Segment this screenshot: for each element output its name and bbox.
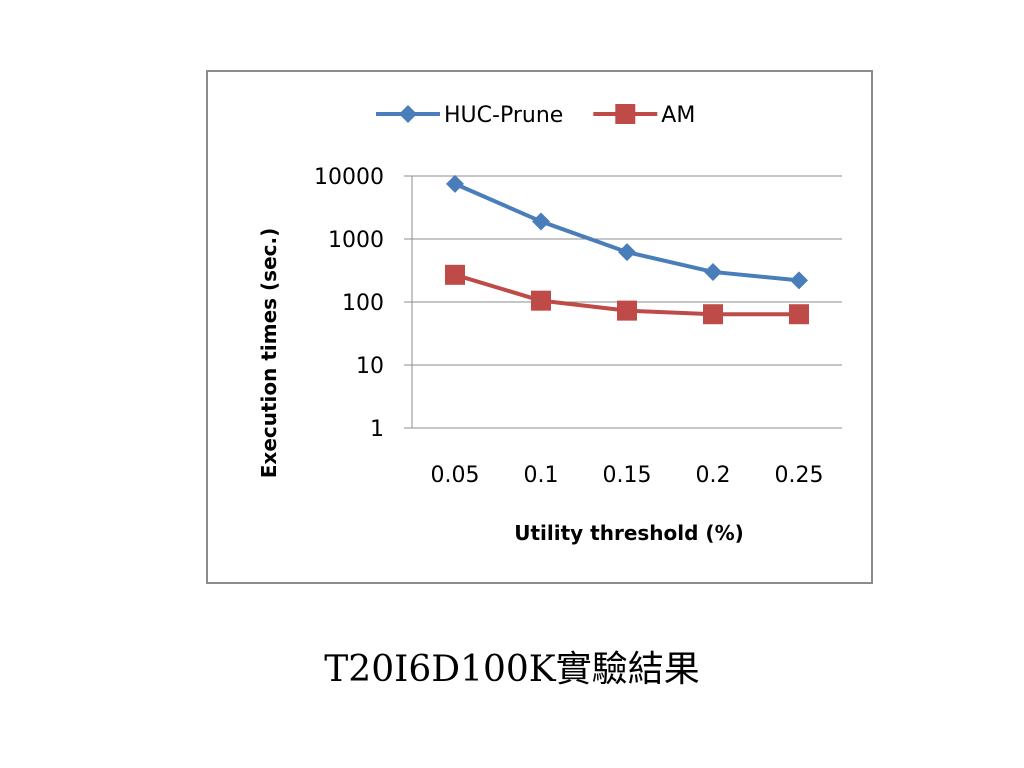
y-tick-label: 10000 (314, 165, 384, 190)
chart-frame: 1 10 100 1000 10000 0.05 0.1 0.15 0.2 0.25 HUC-Pr… (206, 70, 873, 584)
x-tick-label: 0.25 (775, 463, 824, 488)
slide-caption: T20I6D100K實驗結果 (324, 649, 700, 690)
data-point (532, 212, 550, 231)
data-point (703, 304, 723, 325)
series-line-1 (454, 182, 800, 283)
y-tick-label: 1000 (328, 228, 384, 253)
data-point (704, 262, 722, 281)
x-axis-title: Utility threshold (%) (514, 521, 744, 545)
legend-label: AM (661, 103, 695, 128)
legend-marker (615, 104, 636, 124)
y-tick-label: 10 (356, 354, 384, 379)
x-tick-label: 0.05 (431, 463, 480, 488)
data-point (446, 174, 464, 193)
data-point (617, 300, 637, 321)
legend-marker (399, 105, 417, 123)
data-point (790, 271, 808, 290)
data-point (618, 243, 636, 262)
x-tick-label: 0.15 (603, 463, 652, 488)
data-point (789, 304, 809, 325)
line-chart: 1 10 100 1000 10000 0.05 0.1 0.15 0.2 0.25 HUC-Pr… (257, 103, 842, 545)
y-axis-title: Execution times (sec.) (257, 228, 281, 478)
data-point (531, 290, 551, 311)
x-tick-label: 0.1 (524, 463, 559, 488)
y-tick-label: 100 (342, 291, 384, 316)
legend-label: HUC-Prune (444, 103, 563, 128)
x-tick-label: 0.2 (696, 463, 731, 488)
y-tick-label: 1 (370, 417, 384, 442)
data-point (445, 264, 465, 285)
